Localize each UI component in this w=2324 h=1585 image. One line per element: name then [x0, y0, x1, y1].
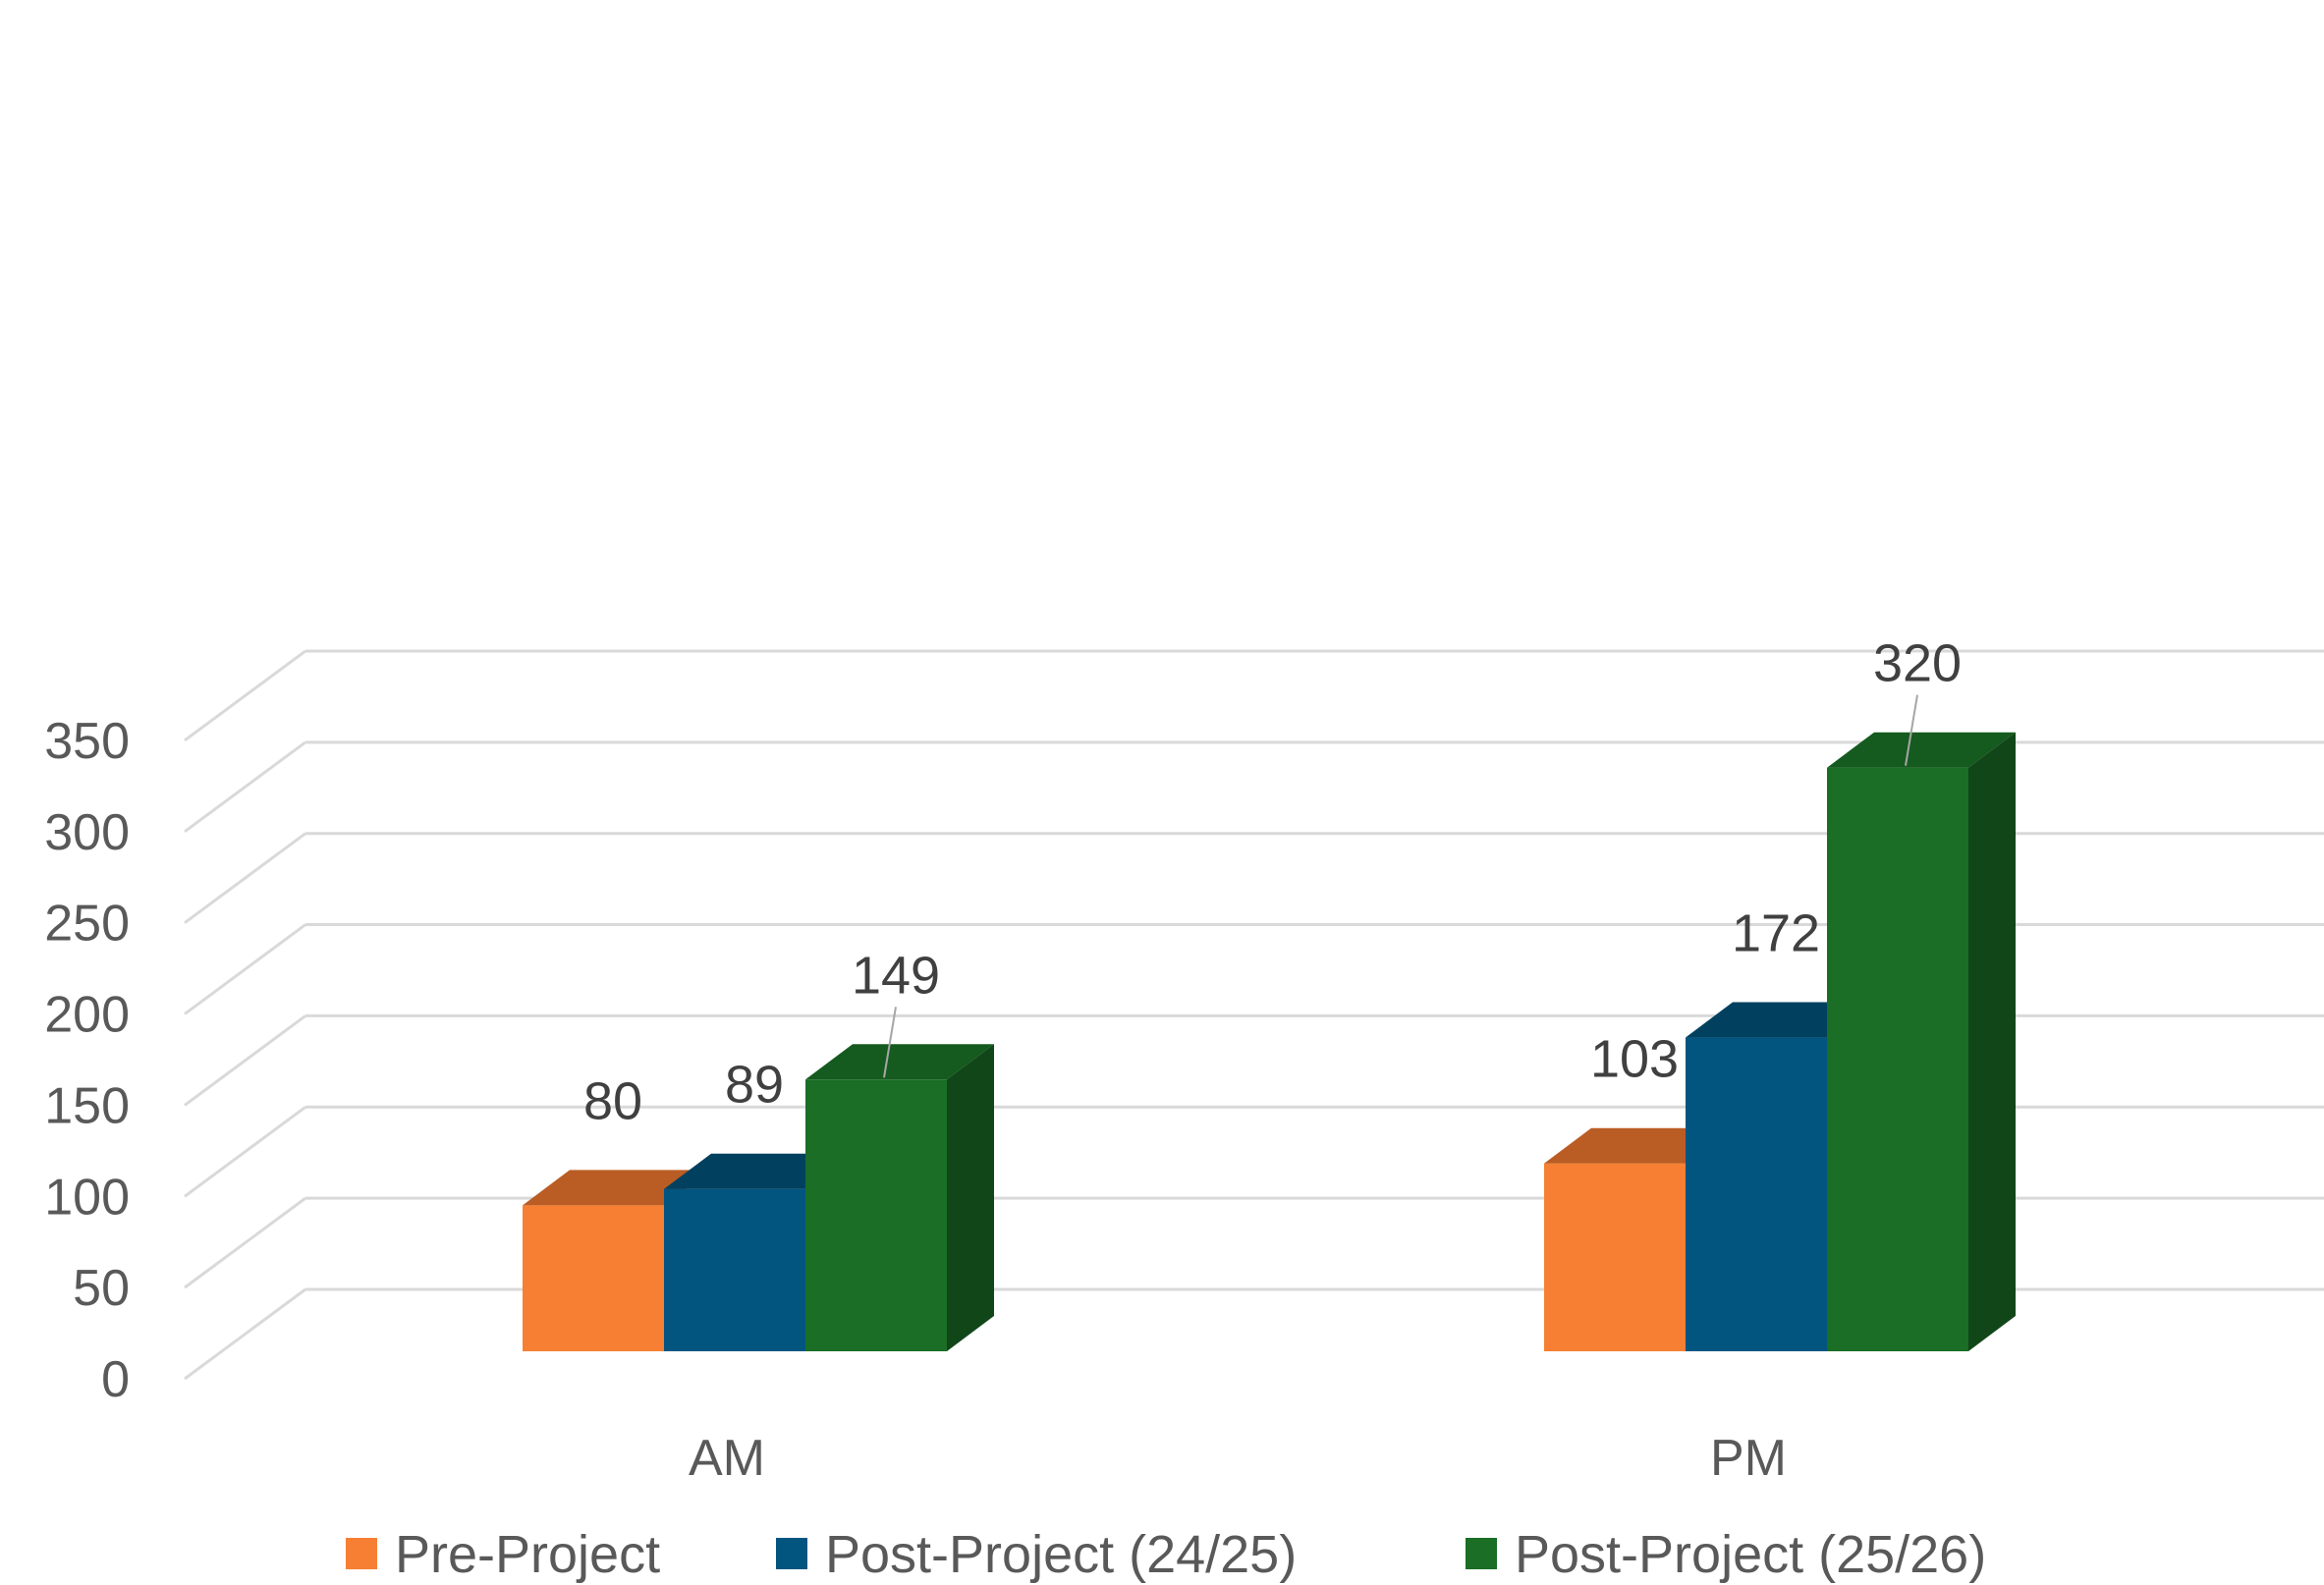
y-tick-label: 0	[101, 1351, 130, 1408]
data-label: 89	[725, 1056, 784, 1115]
x-category-label: PM	[1710, 1430, 1787, 1487]
x-category-label: AM	[689, 1430, 765, 1487]
data-label: 80	[583, 1071, 642, 1130]
data-label-leader-line	[1905, 694, 1918, 766]
legend-label: Pre-Project	[395, 1525, 660, 1584]
y-tick-label: 200	[44, 987, 130, 1044]
x-axis-category-labels: AM PM	[689, 1430, 1787, 1487]
gridline-diagonal-100	[184, 1106, 306, 1198]
y-tick-label: 100	[44, 1169, 130, 1226]
y-tick-label: 350	[44, 713, 130, 770]
bar-front-face	[664, 1188, 805, 1351]
gridline-diagonal-200	[184, 923, 306, 1015]
legend: Pre-Project Post-Project (24/25) Post-Proj…	[346, 1525, 1986, 1584]
y-tick-label: 250	[44, 896, 130, 953]
bar-PM-3	[1827, 732, 2016, 1351]
data-label: 172	[1732, 904, 1820, 963]
data-labels: 80 89 149 103 172 320	[583, 634, 1962, 1131]
legend-item: Post-Project (25/26)	[1466, 1525, 1986, 1584]
legend-label: Post-Project (24/25)	[825, 1525, 1297, 1584]
bar-front-face	[523, 1205, 664, 1351]
gridline-diagonal-150	[184, 1014, 306, 1107]
gridline-diagonal-300	[184, 740, 306, 834]
y-tick-label: 150	[44, 1077, 130, 1134]
data-label: 320	[1873, 634, 1962, 693]
y-axis-tick-labels: 0 50 100 150 200 250 300 350	[44, 713, 130, 1408]
bar-front-face	[805, 1079, 947, 1351]
gridline-diagonal-0	[184, 1287, 306, 1381]
bar-top-face	[1827, 732, 2016, 768]
bar-front-face	[1544, 1163, 1686, 1351]
gridline-diagonal-250	[184, 832, 306, 924]
bar-PM-1	[1544, 1127, 1733, 1351]
bar-PM-2	[1686, 1002, 1874, 1351]
bar-front-face	[1686, 1037, 1827, 1351]
bar-side-face	[947, 1044, 994, 1351]
legend-item: Post-Project (24/25)	[776, 1525, 1297, 1584]
bars	[523, 732, 2016, 1351]
legend-item: Pre-Project	[346, 1525, 660, 1584]
bar-front-face	[1827, 767, 1968, 1351]
y-tick-label: 50	[73, 1260, 130, 1317]
gridline-diagonal-350	[184, 649, 306, 742]
legend-label: Post-Project (25/26)	[1515, 1525, 1986, 1584]
data-label: 103	[1590, 1030, 1679, 1089]
legend-swatch	[1466, 1538, 1497, 1569]
data-label-leader-line	[883, 1007, 897, 1078]
legend-swatch	[776, 1538, 807, 1569]
bar-AM-3	[805, 1044, 994, 1351]
legend-swatch	[346, 1538, 377, 1569]
gridline-diagonal-50	[184, 1196, 306, 1289]
data-label: 149	[852, 946, 940, 1005]
y-tick-label: 300	[44, 804, 130, 861]
bar-top-face	[805, 1044, 994, 1080]
bar-side-face	[1968, 732, 2016, 1351]
